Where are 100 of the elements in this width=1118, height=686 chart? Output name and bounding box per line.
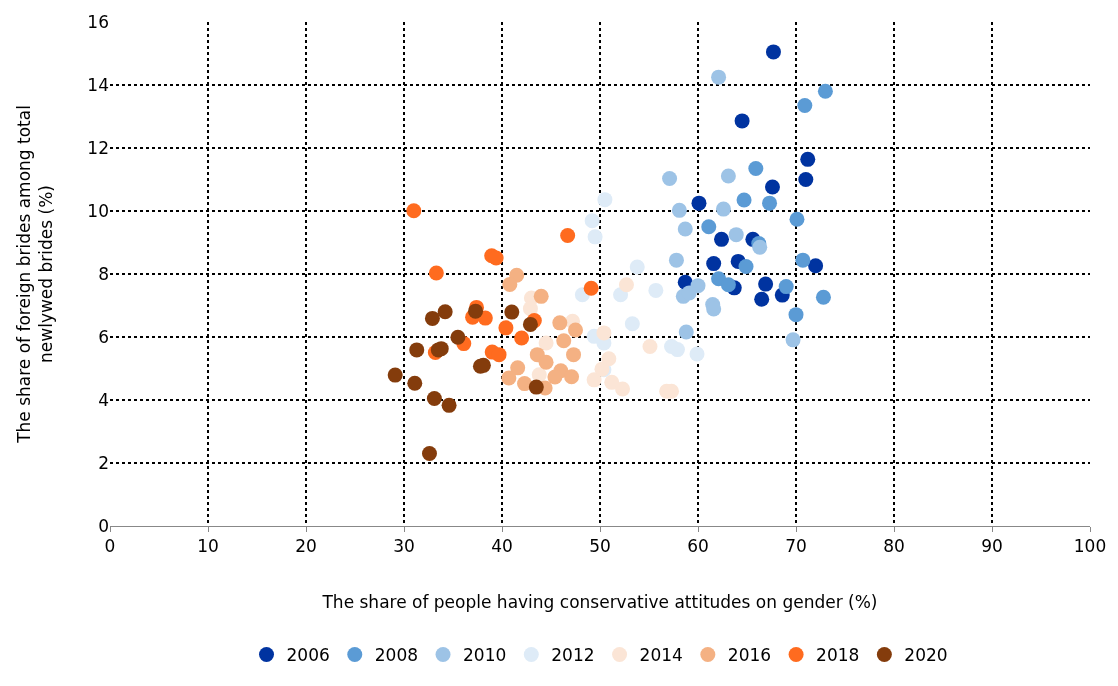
y-tick-label: 2 [98,452,109,473]
point [424,310,440,326]
point [552,315,568,331]
point [752,239,768,255]
point [522,316,538,332]
point [488,250,504,266]
y-tick-label: 14 [87,74,109,95]
point [711,69,727,85]
point [808,258,824,274]
point [689,346,705,362]
point [421,446,437,462]
point [564,369,580,385]
point [671,202,687,218]
point [800,151,816,167]
y-tick-label: 12 [87,137,109,158]
point [618,277,634,293]
point [547,369,563,385]
point [720,277,736,293]
point [668,252,684,268]
point [522,301,538,317]
point [517,376,533,392]
point [502,276,518,292]
point [706,256,722,272]
point [409,342,425,358]
y-tick-label: 10 [87,200,109,221]
point [624,316,640,332]
x-tick-label: 20 [295,536,317,557]
point [533,288,549,304]
point [691,195,707,211]
point [387,367,403,383]
point [678,324,694,340]
point [642,338,658,354]
point [491,347,507,363]
x-tick-label: 70 [785,536,807,557]
point [468,303,484,319]
legend-label: 2014 [639,645,683,666]
point [754,291,770,307]
point [498,320,514,336]
x-tick-label: 90 [981,536,1003,557]
y-tick-label: 6 [98,326,109,347]
point [736,192,752,208]
point [681,285,697,301]
y-tick-label: 0 [98,515,109,536]
point [714,231,730,247]
point [586,372,602,388]
point [677,221,693,237]
point [720,168,736,184]
point [701,219,717,235]
y-tick-label: 8 [98,263,109,284]
point [815,289,831,305]
point [758,276,774,292]
point [597,192,613,208]
legend-label: 2008 [374,645,419,666]
point [788,307,804,323]
point [531,367,547,383]
x-tick-label: 30 [393,536,415,557]
point [556,333,572,349]
legend-label: 2010 [463,645,507,666]
y-tick-label: 4 [98,389,109,410]
point [765,44,781,60]
point [817,83,833,99]
point [785,332,801,348]
x-tick-label: 40 [491,536,513,557]
point [669,342,685,358]
point [778,279,794,295]
point [738,258,754,274]
y-tick-label: 16 [87,11,109,32]
point [648,282,664,298]
x-tick-label: 60 [687,536,709,557]
point [715,201,731,217]
point [604,374,620,390]
legend-label: 2006 [286,645,330,666]
x-tick-label: 80 [883,536,905,557]
point [795,252,811,268]
point [789,211,805,227]
point [501,370,517,386]
point [764,179,780,195]
point [566,347,582,363]
point [583,280,599,296]
point [560,228,576,244]
point [437,304,453,320]
point [584,213,600,229]
point [528,379,544,395]
point [601,351,617,367]
point [406,203,422,219]
point [662,171,678,187]
legend-label: 2020 [904,645,948,666]
point [426,390,442,406]
point [441,397,457,413]
point [504,304,520,320]
point [510,360,526,376]
point [596,325,612,341]
point [629,259,645,275]
point [728,227,744,243]
legend-label: 2016 [727,645,772,666]
point [797,97,813,113]
point [407,375,423,391]
point [538,354,554,370]
point [762,195,778,211]
point [428,265,444,281]
